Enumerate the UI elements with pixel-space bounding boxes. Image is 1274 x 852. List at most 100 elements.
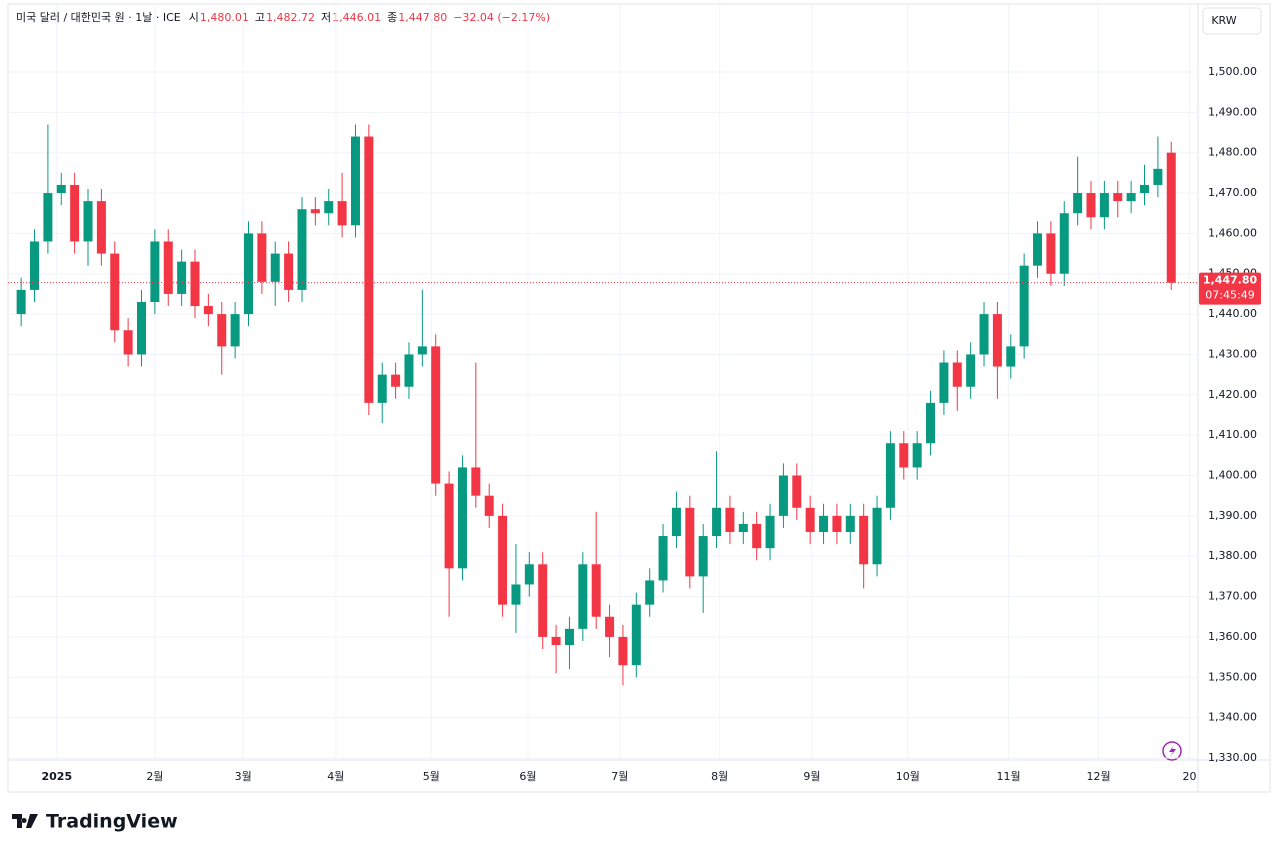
candle-body — [163, 241, 173, 294]
candle-body — [310, 209, 320, 214]
candle-body — [498, 515, 508, 605]
candle-body — [1033, 233, 1043, 266]
candle-body — [70, 184, 80, 242]
y-tick-label: 1,460.00 — [1208, 226, 1257, 239]
candle-body — [431, 346, 441, 484]
last-price-tag — [1199, 272, 1261, 305]
x-tick-label: 6월 — [519, 770, 536, 783]
ohlc-value: 1,447.80 — [398, 11, 447, 24]
candle-body — [859, 515, 869, 565]
x-tick-label: 7월 — [611, 770, 628, 783]
candle-body — [899, 443, 909, 468]
currency[interactable]: KRW — [1211, 14, 1236, 27]
y-tick-label: 1,330.00 — [1208, 751, 1257, 764]
x-tick-label: 9월 — [803, 770, 820, 783]
candle-body — [685, 507, 695, 577]
x-tick-label: 4월 — [327, 770, 344, 783]
candle-body — [578, 564, 588, 629]
candle-body — [511, 584, 521, 605]
candle-body — [471, 467, 481, 496]
y-tick-label: 1,410.00 — [1208, 428, 1257, 441]
candle-body — [966, 354, 976, 387]
ohlc-label: 시 — [189, 11, 199, 24]
y-tick-label: 1,440.00 — [1208, 307, 1257, 320]
candle-body — [270, 253, 280, 282]
x-tick-label: 3월 — [235, 770, 252, 783]
candle-body — [377, 374, 387, 403]
candle-body — [16, 289, 26, 315]
ohlc-value: 1,480.01 — [200, 11, 249, 24]
candle-body — [765, 515, 775, 549]
x-tick-label: 10월 — [896, 770, 920, 783]
candle-body — [1153, 168, 1163, 185]
candle-body — [417, 346, 427, 355]
candle-body — [243, 233, 253, 315]
logo: TradingView — [12, 811, 178, 833]
y-tick-label: 1,480.00 — [1208, 146, 1257, 159]
candle-body — [444, 483, 454, 569]
candle-body — [979, 314, 989, 355]
candle-body — [43, 193, 53, 242]
candle-body — [1086, 193, 1096, 218]
x-tick-label: 2월 — [146, 770, 163, 783]
candle-body — [832, 515, 842, 533]
y-tick-label: 1,470.00 — [1208, 186, 1257, 199]
change: −32.04 (−2.17%) — [453, 11, 550, 24]
currency-button[interactable] — [1202, 7, 1262, 35]
candle-body — [605, 616, 615, 637]
brand: TradingView — [46, 811, 178, 833]
candle-body — [845, 515, 855, 533]
logo-mark — [12, 814, 38, 828]
x-tick-label: 11월 — [996, 770, 1020, 783]
alert-bolt — [1169, 745, 1176, 757]
candle-body — [457, 467, 467, 569]
y-tick-label: 1,390.00 — [1208, 509, 1257, 522]
candle-body — [725, 507, 735, 533]
candle-body — [297, 209, 307, 290]
candle-body — [337, 201, 347, 226]
symbol: 미국 달러 / 대한민국 원 · 1날 · ICE — [16, 11, 181, 24]
candle-body — [819, 515, 829, 533]
alert-icon[interactable] — [1162, 741, 1182, 761]
candle-body — [738, 523, 748, 533]
y-tick-label: 1,430.00 — [1208, 347, 1257, 360]
candle-body — [391, 374, 401, 387]
candle-body — [1099, 193, 1109, 218]
candle-body — [778, 475, 788, 516]
y-tick-label: 1,420.00 — [1208, 388, 1257, 401]
candle-body — [1046, 233, 1056, 274]
ohlc-label: 종 — [387, 11, 397, 24]
y-tick-label: 1,370.00 — [1208, 590, 1257, 603]
candle-body — [257, 233, 267, 282]
candle-body — [110, 253, 120, 331]
y-tick-label: 1,380.00 — [1208, 549, 1257, 562]
candle-body — [203, 306, 213, 315]
candle-body — [872, 507, 882, 565]
candle-body — [137, 301, 147, 355]
candle-body — [645, 580, 655, 605]
y-tick-label: 1,340.00 — [1208, 711, 1257, 724]
candle-body — [190, 261, 200, 307]
candle-body — [1113, 193, 1123, 202]
candle-body — [524, 564, 534, 585]
candle-body — [618, 636, 628, 666]
candle-body — [912, 443, 922, 468]
candle-body — [150, 241, 160, 302]
frame — [7, 3, 1271, 793]
candle-body — [30, 241, 40, 290]
x-tick-label: 2025 — [41, 770, 72, 783]
candle-body — [564, 628, 574, 645]
header: 미국 달러 / 대한민국 원 · 1날 · ICE 시 1,480.01 고 1,48… — [16, 11, 550, 24]
candle-body — [364, 136, 374, 403]
candle-body — [631, 604, 641, 666]
candle-body — [952, 362, 962, 387]
candle-body — [698, 536, 708, 577]
candle-body — [1019, 265, 1029, 347]
candle-body — [591, 564, 601, 617]
candle-body — [1059, 213, 1069, 274]
ohlc-label: 저 — [321, 11, 331, 24]
grid — [8, 5, 1198, 760]
y-tick-label: 1,360.00 — [1208, 630, 1257, 643]
candle-body — [123, 330, 133, 355]
